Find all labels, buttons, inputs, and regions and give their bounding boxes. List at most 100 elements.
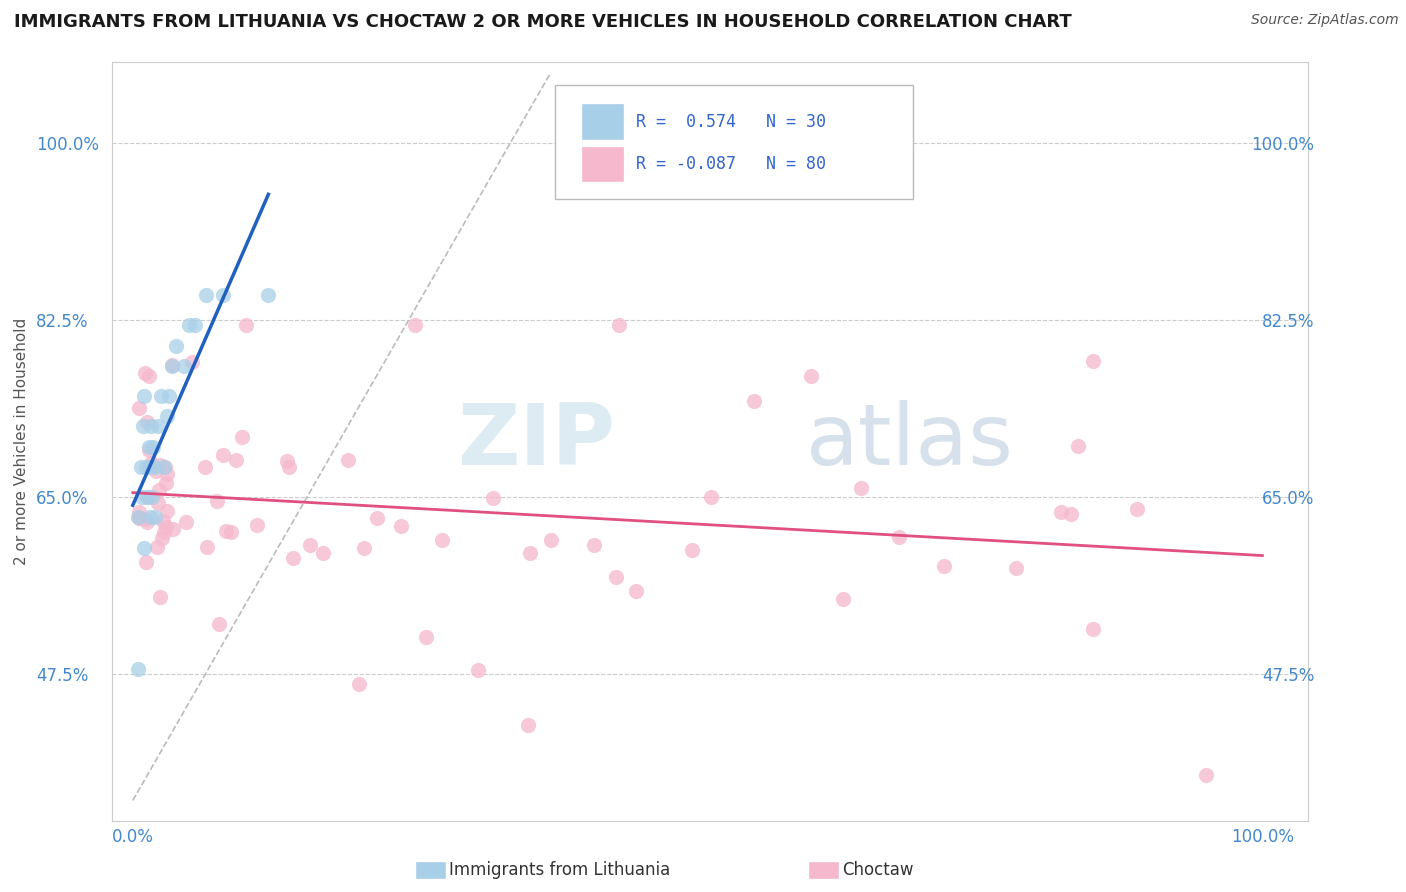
Point — [1050, 505, 1073, 519]
Point — [276, 454, 298, 468]
Point — [700, 490, 723, 504]
Point — [681, 542, 703, 557]
Point — [1060, 507, 1083, 521]
Point — [132, 419, 155, 434]
Point — [277, 459, 299, 474]
Point — [153, 524, 176, 539]
Point — [131, 490, 153, 504]
Point — [153, 459, 176, 474]
Point — [184, 318, 207, 333]
Y-axis label: 2 or more Vehicles in Household: 2 or more Vehicles in Household — [14, 318, 30, 566]
Point — [135, 459, 157, 474]
Text: ZIP: ZIP — [457, 400, 614, 483]
Point — [347, 677, 370, 691]
Point — [540, 533, 562, 547]
Point — [800, 368, 823, 383]
Bar — [581, 145, 624, 182]
Point — [415, 630, 437, 644]
Point — [155, 475, 177, 490]
Text: R = -0.087   N = 80: R = -0.087 N = 80 — [636, 155, 825, 173]
Point — [155, 460, 177, 475]
Point — [136, 490, 159, 504]
Point — [582, 537, 605, 551]
Point — [207, 616, 229, 631]
Point — [195, 540, 218, 554]
Point — [156, 467, 179, 481]
Point — [1125, 502, 1147, 516]
Point — [605, 570, 627, 584]
Text: Source: ZipAtlas.com: Source: ZipAtlas.com — [1251, 13, 1399, 28]
Point — [281, 551, 304, 566]
FancyBboxPatch shape — [554, 85, 914, 199]
Point — [132, 541, 155, 555]
Text: atlas: atlas — [806, 400, 1014, 483]
Point — [231, 429, 253, 443]
Point — [179, 318, 201, 333]
Point — [155, 520, 177, 534]
Point — [128, 401, 150, 416]
Point — [742, 394, 765, 409]
Point — [337, 453, 360, 467]
Point — [205, 494, 228, 508]
Point — [152, 515, 174, 529]
Point — [135, 555, 157, 569]
Point — [482, 491, 505, 505]
Point — [145, 541, 167, 555]
Point — [165, 338, 187, 352]
Point — [132, 389, 155, 403]
Point — [181, 355, 204, 369]
Point — [162, 359, 184, 373]
Point — [149, 458, 172, 472]
Point — [219, 524, 242, 539]
Point — [141, 456, 163, 470]
Point — [246, 518, 269, 533]
Point — [174, 515, 197, 529]
Point — [353, 541, 375, 555]
Point — [136, 491, 159, 505]
Bar — [581, 103, 624, 140]
Point — [134, 512, 156, 526]
Point — [235, 318, 257, 333]
Point — [145, 459, 167, 474]
Point — [134, 366, 156, 380]
Point — [212, 288, 235, 302]
Point — [138, 443, 160, 458]
Point — [1081, 622, 1104, 636]
Point — [145, 464, 167, 478]
Point — [139, 510, 162, 524]
Point — [146, 495, 169, 509]
Point — [135, 415, 157, 429]
Point — [832, 592, 855, 607]
Point — [145, 510, 167, 524]
Point — [160, 358, 183, 372]
Point — [366, 511, 388, 525]
Point — [517, 717, 540, 731]
Point — [129, 511, 152, 525]
Point — [128, 505, 150, 519]
Text: Choctaw: Choctaw — [842, 861, 914, 879]
Point — [142, 440, 165, 454]
Point — [156, 409, 179, 424]
Point — [156, 504, 179, 518]
Point — [127, 510, 149, 524]
Text: IMMIGRANTS FROM LITHUANIA VS CHOCTAW 2 OR MORE VEHICLES IN HOUSEHOLD CORRELATION: IMMIGRANTS FROM LITHUANIA VS CHOCTAW 2 O… — [14, 13, 1071, 31]
Point — [887, 529, 910, 543]
Point — [212, 448, 235, 462]
Point — [173, 359, 195, 373]
Point — [312, 546, 335, 560]
Point — [430, 533, 453, 548]
Point — [146, 419, 169, 434]
Point — [299, 537, 322, 551]
Point — [148, 483, 170, 498]
Point — [389, 519, 412, 533]
Point — [404, 318, 426, 333]
Point — [136, 516, 159, 530]
Point — [138, 368, 160, 383]
Point — [150, 531, 173, 545]
Point — [1081, 353, 1104, 368]
Point — [128, 511, 150, 525]
Point — [194, 460, 217, 475]
Point — [257, 288, 280, 302]
Point — [139, 419, 162, 434]
Point — [157, 389, 180, 403]
